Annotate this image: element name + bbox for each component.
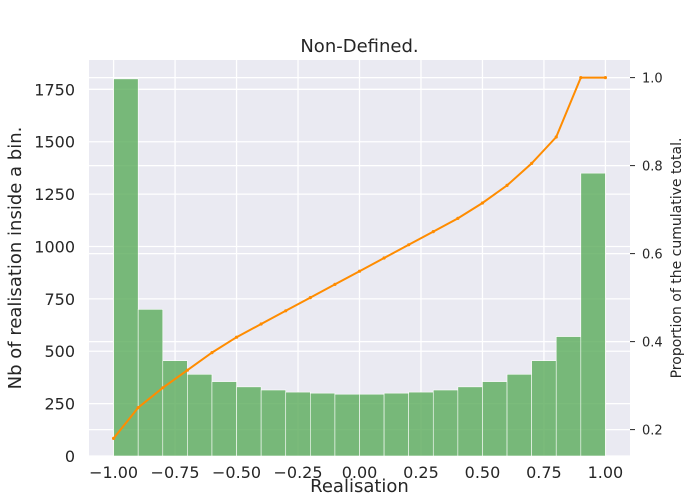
cumulative-point bbox=[136, 406, 140, 410]
y2-tick-label: 0.4 bbox=[642, 336, 663, 351]
y2-tick-label: 0.2 bbox=[642, 424, 663, 439]
histogram-bar bbox=[211, 381, 237, 457]
y-tick-label: 750 bbox=[44, 290, 75, 309]
cumulative-point bbox=[308, 296, 312, 300]
x-tick-label: −0.50 bbox=[212, 463, 261, 482]
y-tick-label: 1750 bbox=[34, 80, 75, 99]
cumulative-point bbox=[530, 161, 534, 165]
cumulative-point bbox=[357, 269, 362, 273]
histogram-bar bbox=[260, 389, 287, 457]
x-tick-label: 0.75 bbox=[526, 463, 562, 482]
chart-title: Non-Defined. bbox=[300, 36, 418, 57]
cumulative-point bbox=[185, 368, 189, 372]
y-tick-label: 500 bbox=[44, 342, 75, 361]
histogram-bars bbox=[113, 78, 606, 457]
histogram-bar bbox=[310, 392, 336, 457]
cumulative-point bbox=[210, 351, 214, 355]
x-tick-label: −1.00 bbox=[89, 463, 138, 482]
y-tick-label: 1250 bbox=[34, 185, 75, 204]
y-axis-ticks: 0 250 500 750 1000 1250 1500 1750 bbox=[34, 80, 75, 466]
histogram-bar bbox=[408, 391, 434, 457]
x-tick-label: 0.00 bbox=[342, 463, 378, 482]
y-axis-label: Nb of realisation inside a bin. bbox=[5, 127, 26, 390]
cumulative-point bbox=[333, 282, 337, 286]
cumulative-point bbox=[554, 135, 558, 139]
y2-axis-label: Proportion of the cumulative total. bbox=[669, 138, 685, 379]
y-tick-label: 250 bbox=[44, 395, 75, 414]
cumulative-point bbox=[579, 76, 583, 80]
histogram-bar bbox=[113, 78, 139, 457]
histogram-bar bbox=[285, 391, 311, 457]
histogram-bar bbox=[482, 381, 508, 457]
y-tick-label: 1500 bbox=[34, 133, 75, 152]
cumulative-point bbox=[505, 183, 509, 187]
histogram-bar bbox=[162, 360, 188, 457]
histogram-bar bbox=[187, 373, 213, 457]
histogram-bar bbox=[236, 386, 262, 457]
histogram-bar bbox=[531, 360, 557, 457]
cumulative-point bbox=[234, 335, 239, 339]
histogram-bar bbox=[580, 172, 606, 457]
y-tick-label: 1000 bbox=[34, 237, 75, 256]
cumulative-point bbox=[259, 322, 263, 326]
y-tick-label: 0 bbox=[65, 447, 75, 466]
cumulative-point bbox=[382, 256, 386, 260]
histogram-bar bbox=[137, 309, 164, 457]
histogram-bar bbox=[432, 389, 459, 457]
x-tick-label: 0.25 bbox=[403, 463, 439, 482]
x-tick-label: −0.75 bbox=[151, 463, 200, 482]
y2-tick-label: 0.8 bbox=[642, 160, 663, 175]
x-tick-label: −0.25 bbox=[274, 463, 323, 482]
x-tick-label: 0.50 bbox=[465, 463, 501, 482]
y2-tick-label: 0.6 bbox=[642, 248, 663, 263]
histogram-bar bbox=[506, 373, 532, 457]
cumulative-point bbox=[431, 230, 435, 234]
y2-axis-ticks: 0.2 0.4 0.6 0.8 1.0 bbox=[630, 72, 663, 439]
histogram-bar bbox=[383, 392, 409, 457]
cumulative-point bbox=[480, 201, 485, 205]
histogram-bar bbox=[334, 393, 360, 457]
x-tick-label: 1.00 bbox=[588, 463, 624, 482]
cumulative-point bbox=[407, 243, 411, 247]
cumulative-point bbox=[603, 76, 608, 80]
x-axis-ticks: −1.00 −0.75 −0.50 −0.25 0.00 0.25 0.50 0.75 1.00 bbox=[89, 463, 623, 482]
histogram-bar bbox=[359, 393, 385, 457]
histogram-bar bbox=[457, 386, 483, 457]
cumulative-point bbox=[111, 436, 116, 440]
y2-tick-label: 1.0 bbox=[642, 72, 663, 87]
cumulative-point bbox=[456, 216, 460, 220]
histogram-bar bbox=[555, 336, 582, 457]
cumulative-point bbox=[161, 386, 165, 390]
cumulative-point bbox=[284, 309, 288, 313]
x-axis-label: Realisation bbox=[310, 476, 409, 497]
cumulative-series bbox=[111, 76, 608, 440]
